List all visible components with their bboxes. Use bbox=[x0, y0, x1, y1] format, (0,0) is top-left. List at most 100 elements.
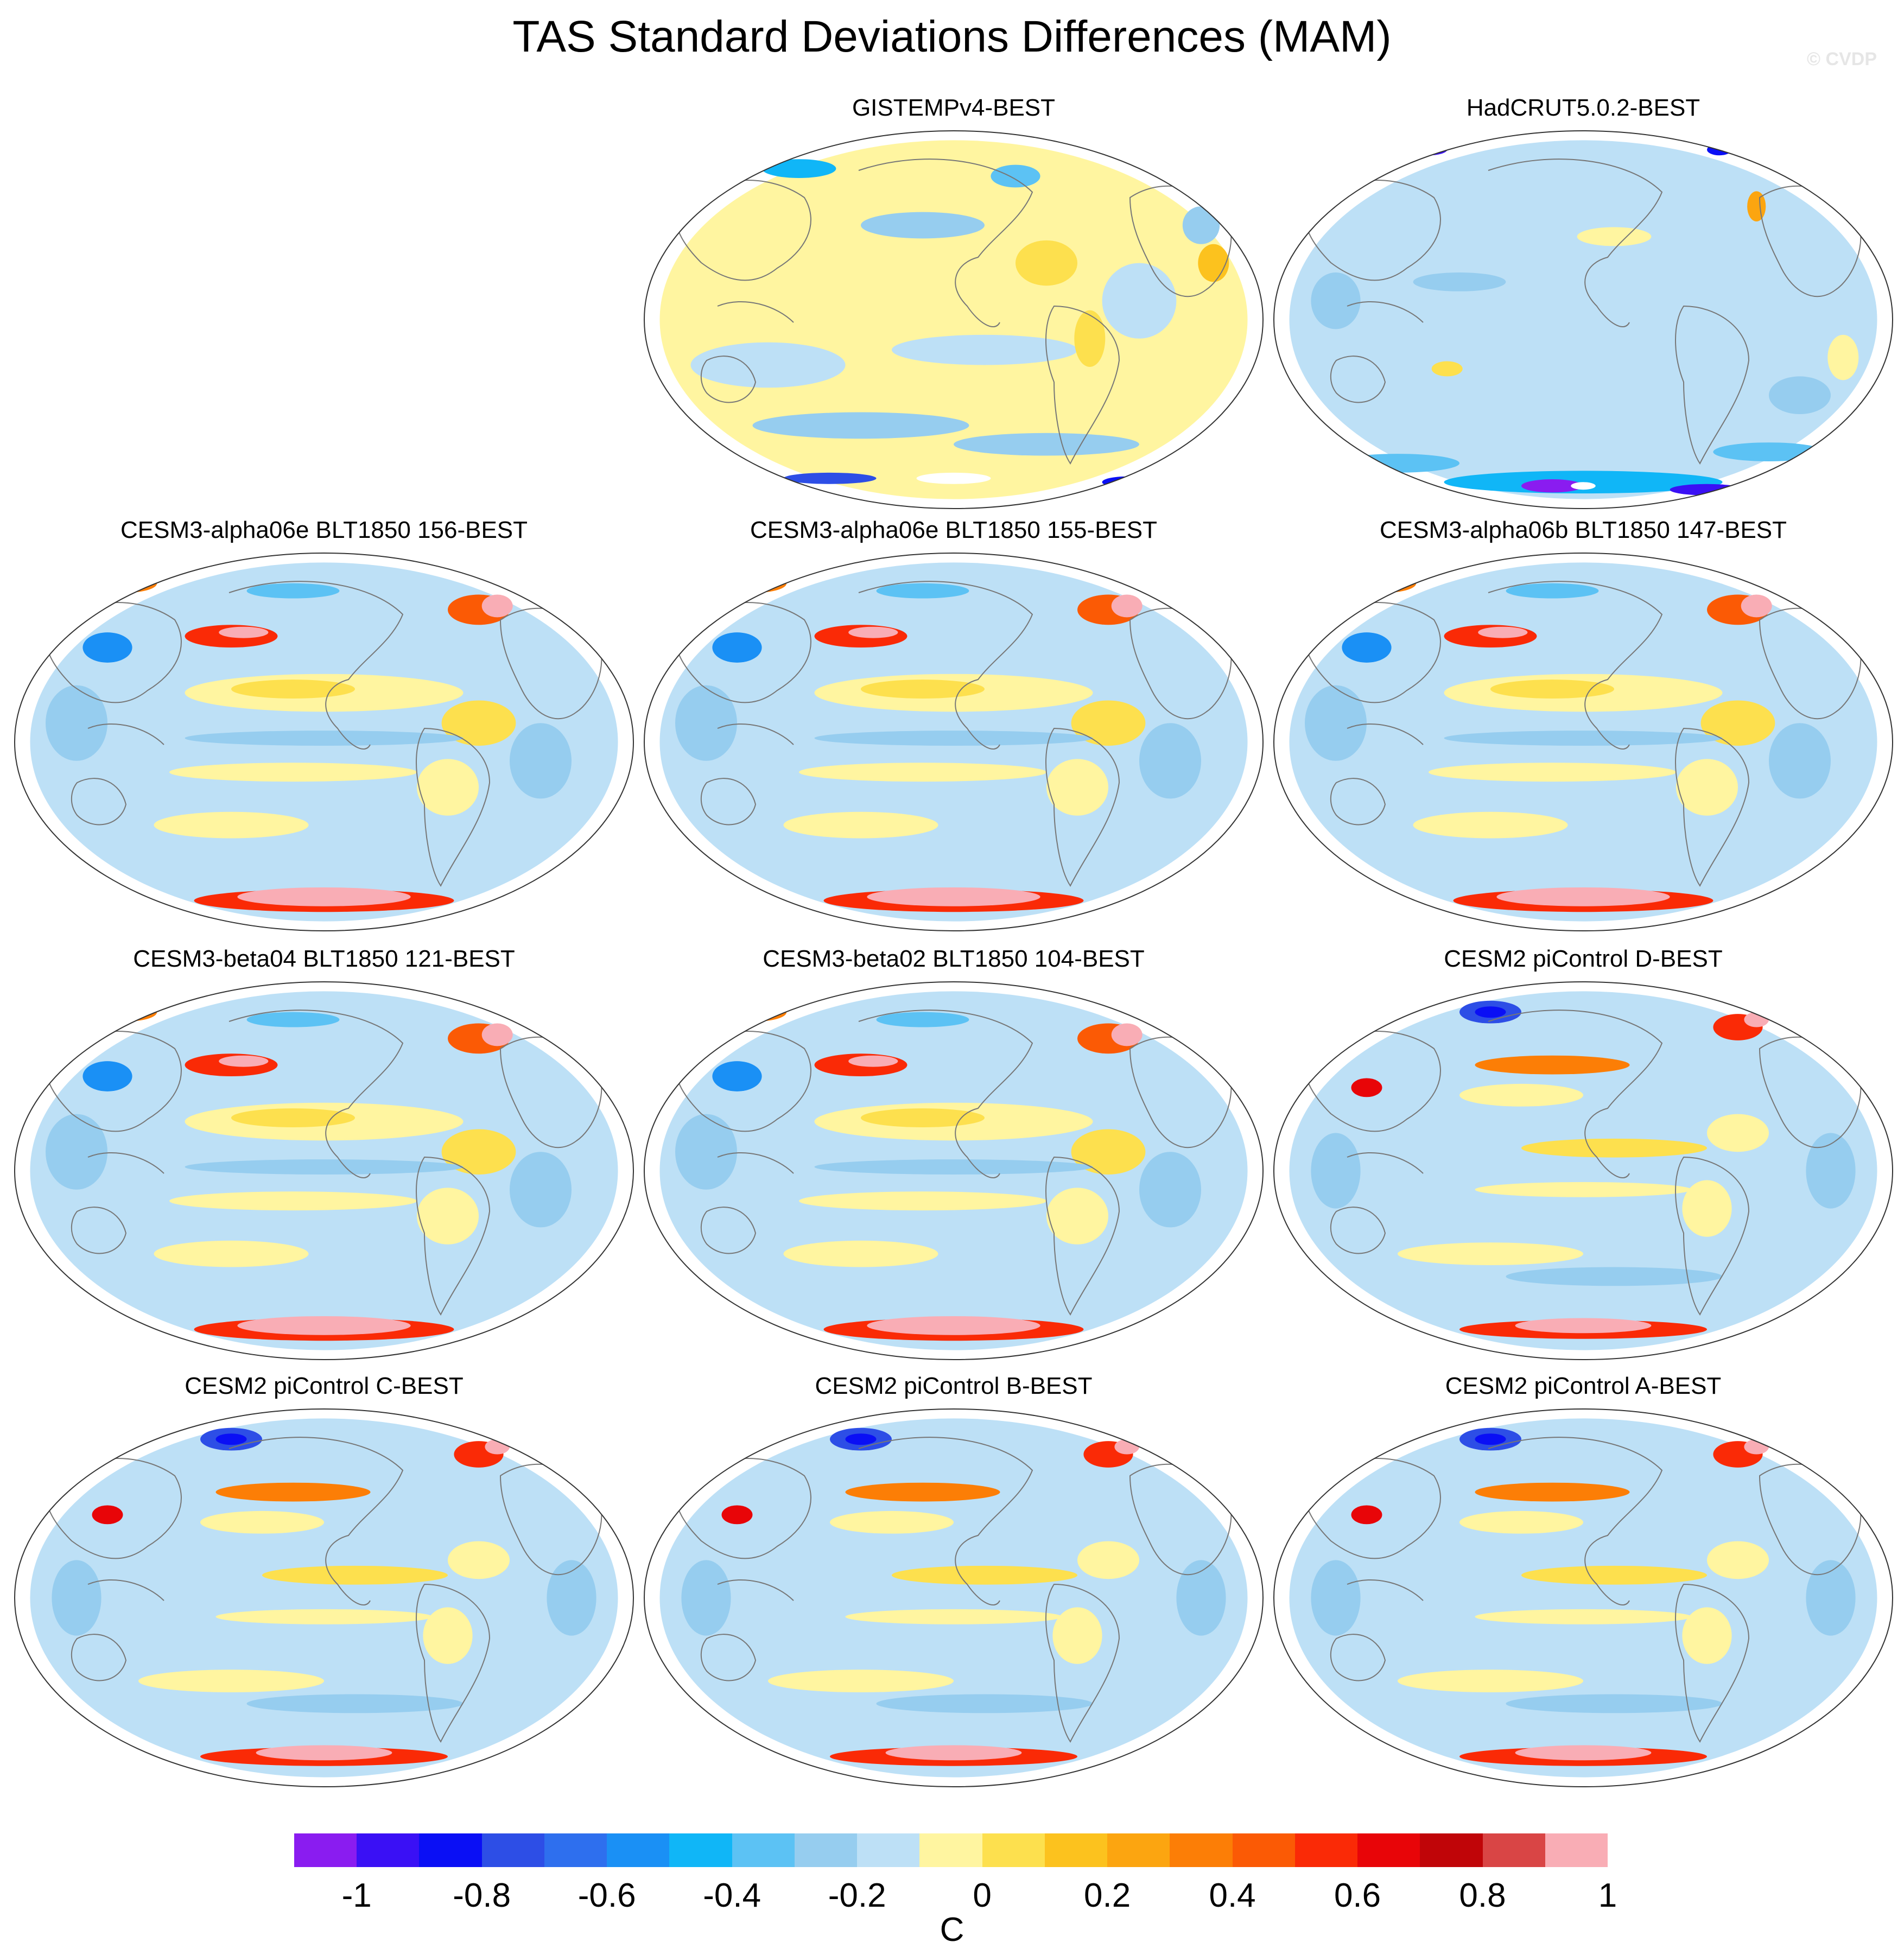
map-field bbox=[659, 991, 1248, 1350]
coastline bbox=[229, 1437, 404, 1606]
map-panel: GISTEMPv4-BEST bbox=[642, 93, 1266, 522]
anomaly-region bbox=[1016, 240, 1077, 286]
anomaly-region bbox=[219, 626, 269, 638]
anomaly-region bbox=[1506, 1267, 1723, 1286]
anomaly-region bbox=[845, 1433, 877, 1445]
anomaly-region bbox=[246, 1012, 340, 1027]
colorbar-swatch bbox=[1170, 1833, 1233, 1867]
robinson-map bbox=[644, 981, 1264, 1360]
anomaly-region bbox=[916, 472, 991, 484]
map-panel: CESM3-alpha06e BLT1850 156-BEST bbox=[12, 516, 636, 944]
anomaly-region bbox=[547, 1560, 596, 1636]
map-border bbox=[14, 553, 634, 931]
anomaly-region bbox=[1182, 206, 1220, 244]
anomaly-region bbox=[1413, 811, 1568, 839]
map-panel: CESM2 piControl B-BEST bbox=[642, 1372, 1266, 1800]
map-field bbox=[30, 991, 618, 1350]
coastline bbox=[1347, 1152, 1424, 1174]
robinson-map bbox=[1273, 553, 1893, 931]
anomaly-region bbox=[1289, 140, 1877, 499]
colorbar-tick-label: 1 bbox=[1598, 1877, 1617, 1914]
anomaly-region bbox=[1336, 454, 1459, 473]
anomaly-region bbox=[1707, 1541, 1769, 1579]
map-panel-title: GISTEMPv4-BEST bbox=[852, 94, 1056, 121]
map-border bbox=[1273, 1408, 1893, 1787]
anomaly-region bbox=[481, 594, 513, 618]
anomaly-region bbox=[1571, 482, 1596, 490]
coastline bbox=[1488, 581, 1663, 750]
colorbar-swatch bbox=[732, 1833, 795, 1867]
coastline bbox=[87, 723, 164, 745]
colorbar-tick-label: 0.6 bbox=[1334, 1877, 1381, 1914]
colorbar-swatch bbox=[857, 1833, 920, 1867]
coastline bbox=[1045, 305, 1120, 465]
anomaly-region bbox=[82, 632, 132, 663]
coastline bbox=[1330, 356, 1386, 403]
map-field bbox=[1289, 140, 1877, 499]
anomaly-region bbox=[1074, 310, 1106, 367]
anomaly-region bbox=[1046, 759, 1108, 816]
anomaly-region bbox=[830, 1510, 954, 1534]
colorbar-swatch bbox=[481, 1833, 545, 1867]
anomaly-region bbox=[675, 1114, 737, 1190]
anomaly-region bbox=[1506, 1694, 1723, 1713]
anomaly-region bbox=[1784, 1316, 1816, 1328]
colorbar-swatch bbox=[669, 1833, 733, 1867]
map-panel: CESM3-alpha06e BLT1850 155-BEST bbox=[642, 516, 1266, 944]
coastline bbox=[416, 1156, 491, 1316]
colorbar-tick-label: 0.4 bbox=[1209, 1877, 1256, 1914]
map-border bbox=[14, 1408, 634, 1787]
anomaly-region bbox=[82, 887, 132, 899]
map-panel-title: CESM3-beta02 BLT1850 104-BEST bbox=[763, 945, 1145, 972]
anomaly-region bbox=[783, 472, 877, 484]
anomaly-region bbox=[1139, 1152, 1201, 1228]
anomaly-region bbox=[1506, 583, 1599, 599]
anomaly-region bbox=[1323, 1446, 1373, 1462]
anomaly-region bbox=[1311, 1133, 1361, 1209]
coastline bbox=[700, 1634, 757, 1681]
anomaly-region bbox=[246, 583, 340, 599]
anomaly-region bbox=[1071, 1129, 1146, 1175]
map-border bbox=[644, 553, 1264, 931]
anomaly-region bbox=[694, 1446, 744, 1462]
coastline bbox=[1488, 1437, 1663, 1606]
map-panel: CESM3-beta04 BLT1850 121-BEST bbox=[12, 944, 636, 1373]
colorbar-tick-label: -0.6 bbox=[577, 1877, 636, 1914]
map-field bbox=[1289, 991, 1877, 1350]
anomaly-region bbox=[721, 1505, 753, 1525]
map-border bbox=[644, 130, 1264, 509]
anomaly-region bbox=[1139, 723, 1201, 799]
map-field bbox=[1289, 562, 1877, 922]
map-panel-title: CESM3-alpha06e BLT1850 156-BEST bbox=[120, 517, 528, 543]
anomaly-region bbox=[1475, 1609, 1692, 1624]
coastline bbox=[700, 1207, 757, 1254]
coastline bbox=[717, 1152, 794, 1174]
anomaly-region bbox=[256, 1745, 392, 1761]
anomaly-region bbox=[64, 1446, 114, 1462]
anomaly-region bbox=[954, 433, 1139, 456]
anomaly-region bbox=[1784, 1743, 1816, 1755]
coastline bbox=[858, 1010, 1033, 1179]
anomaly-region bbox=[82, 1316, 132, 1328]
colorbar-swatch bbox=[419, 1833, 483, 1867]
robinson-map bbox=[644, 553, 1264, 931]
colorbar-tick-label: -0.4 bbox=[703, 1877, 761, 1914]
colorbar-tick-labels: -1 -0.8 -0.6 -0.4 -0.2 0 0.2 0.4 0.6 0.8 1 bbox=[294, 1875, 1617, 1919]
anomaly-region bbox=[1676, 759, 1738, 816]
anomaly-region bbox=[525, 1743, 556, 1755]
robinson-map bbox=[14, 553, 634, 931]
colorbar-swatch bbox=[982, 1833, 1045, 1867]
cvdp-watermark: © CVDP bbox=[1807, 49, 1877, 69]
anomaly-region bbox=[46, 685, 107, 761]
anomaly-region bbox=[169, 763, 417, 782]
map-border bbox=[644, 1408, 1264, 1787]
anomaly-region bbox=[1342, 887, 1392, 899]
anomaly-region bbox=[246, 1694, 464, 1713]
anomaly-region bbox=[1827, 334, 1859, 380]
anomaly-region bbox=[231, 1108, 355, 1127]
anomaly-region bbox=[861, 1108, 985, 1127]
anomaly-region bbox=[1046, 1188, 1108, 1245]
map-panel-title: CESM3-beta04 BLT1850 121-BEST bbox=[133, 945, 515, 972]
anomaly-region bbox=[1342, 632, 1392, 663]
anomaly-region bbox=[991, 164, 1040, 188]
